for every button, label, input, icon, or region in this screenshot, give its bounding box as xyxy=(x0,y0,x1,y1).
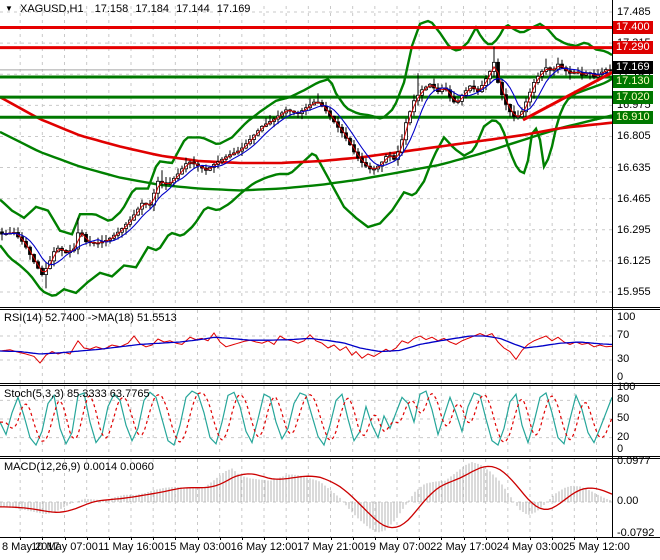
time-axis-tick xyxy=(86,537,88,540)
main-price-tick: 15.955 xyxy=(617,285,651,298)
main-price-tick: 16.125 xyxy=(617,254,651,267)
main-price-tick: 16.635 xyxy=(617,161,651,174)
macd-panel[interactable]: MACD(12,26,9) 0.0014 0.0060 xyxy=(0,459,612,537)
stochastic-svg[interactable] xyxy=(0,386,612,456)
main-chart-svg[interactable] xyxy=(0,0,612,307)
time-axis-tick xyxy=(397,537,398,540)
stoch-tick: 80 xyxy=(617,393,630,406)
main-price-tick: 16.805 xyxy=(617,130,651,143)
rsi-tick: 100 xyxy=(617,311,636,323)
macd-tick: 0.00 xyxy=(617,495,639,507)
time-axis-tick xyxy=(530,537,531,540)
time-axis-label: 10 May 07:00 xyxy=(31,541,98,553)
stochastic-label: Stoch(5,3,3) 85.3333 63.7765 xyxy=(4,388,150,400)
time-axis-tick xyxy=(241,537,243,540)
time-axis-label: 19 May 07:00 xyxy=(363,541,431,553)
rsi-label: RSI(14) 52.7400 ->MA(18) 51.5513 xyxy=(4,312,177,324)
time-axis-label: 25 May 12:00 xyxy=(563,541,630,553)
stochastic-panel[interactable]: Stoch(5,3,3) 85.3333 63.7765 xyxy=(0,386,612,456)
rsi-panel[interactable]: RSI(14) 52.7400 ->MA(18) 51.5513 xyxy=(0,310,612,383)
price-axis[interactable]: 17.48517.31517.14516.97516.80516.63516.4… xyxy=(613,0,660,540)
rsi-tick: 0 xyxy=(617,371,624,383)
time-axis-label: 16 May 12:00 xyxy=(230,541,298,553)
time-axis-tick xyxy=(352,537,354,540)
time-axis-label: 17 May 21:00 xyxy=(297,541,364,553)
time-axis-tick xyxy=(64,537,66,540)
time-axis-label: 22 May 17:00 xyxy=(430,541,497,553)
stoch-tick: 50 xyxy=(617,412,630,424)
time-axis-tick xyxy=(596,537,598,540)
time-axis-tick xyxy=(308,537,310,540)
symbol-period-label: XAGUSD,H1 xyxy=(19,3,84,15)
time-axis-tick xyxy=(20,537,22,540)
stoch-tick: 0 xyxy=(617,443,624,455)
support-price-badge: 17.020 xyxy=(613,90,653,104)
time-axis-tick xyxy=(286,537,288,540)
time-axis-tick xyxy=(552,537,554,540)
price-axis-line xyxy=(612,0,613,538)
macd-svg[interactable] xyxy=(0,459,612,537)
ohlc-low: 17.144 xyxy=(176,3,210,15)
rsi-tick: 30 xyxy=(617,353,630,365)
main-price-tick: 16.465 xyxy=(617,192,651,205)
time-axis[interactable]: 8 May 2017 10 May 07:00 11 May 16:00 15 May… xyxy=(0,537,660,558)
time-axis-tick xyxy=(197,537,199,540)
resistance-price-badge: 17.400 xyxy=(613,21,653,35)
stoch-tick: 100 xyxy=(617,381,636,393)
time-axis-tick xyxy=(108,537,110,540)
macd-tick: 0.0977 xyxy=(617,455,651,468)
time-axis-tick xyxy=(219,537,221,540)
time-axis-tick xyxy=(153,537,155,540)
chart-title: ▼ XAGUSD,H1 17.158 17.184 17.144 17.169 xyxy=(5,3,254,15)
time-axis-tick xyxy=(441,537,443,540)
panel-separator[interactable] xyxy=(0,383,660,386)
time-axis-label: 11 May 16:00 xyxy=(98,541,164,553)
macd-tick: -0.0792 xyxy=(617,527,655,540)
main-price-tick: 16.295 xyxy=(617,223,651,236)
current-price-badge: 17.169 xyxy=(613,61,653,75)
time-axis-tick xyxy=(264,537,265,540)
resistance-price-badge: 17.290 xyxy=(613,41,653,55)
symbol-dropdown-icon[interactable]: ▼ xyxy=(5,4,13,13)
time-axis-tick xyxy=(175,537,177,540)
main-price-tick: 17.485 xyxy=(617,6,651,18)
main-price-tick: 16.975 xyxy=(617,99,651,112)
time-axis-label: 8 May 2017 xyxy=(2,541,60,553)
time-axis-tick xyxy=(419,537,421,540)
rsi-tick: 70 xyxy=(617,329,630,341)
time-axis-tick xyxy=(485,537,487,540)
ohlc-close: 17.169 xyxy=(216,3,251,15)
support-price-badge: 16.910 xyxy=(613,110,653,124)
rsi-svg[interactable] xyxy=(0,310,612,383)
time-axis-line xyxy=(0,537,660,538)
ohlc-open: 17.158 xyxy=(94,3,129,15)
stoch-tick: 20 xyxy=(617,430,630,443)
time-axis-tick xyxy=(374,537,376,540)
time-axis-tick xyxy=(463,537,465,540)
ohlc-high: 17.184 xyxy=(135,3,169,15)
time-axis-label: 15 May 03:00 xyxy=(164,541,231,553)
panel-separator[interactable] xyxy=(0,456,660,459)
main-chart-panel[interactable]: ▼ XAGUSD,H1 17.158 17.184 17.144 17.169 xyxy=(0,0,612,307)
support-price-badge: 17.130 xyxy=(613,75,653,89)
time-axis-tick xyxy=(507,537,509,540)
time-axis-tick xyxy=(42,537,44,540)
time-axis-tick xyxy=(330,537,332,540)
time-axis-tick xyxy=(131,537,132,540)
time-axis-label: 24 May 03:00 xyxy=(496,541,564,553)
panel-separator[interactable] xyxy=(0,307,660,310)
time-axis-tick xyxy=(574,537,576,540)
macd-label: MACD(12,26,9) 0.0014 0.0060 xyxy=(4,461,154,473)
